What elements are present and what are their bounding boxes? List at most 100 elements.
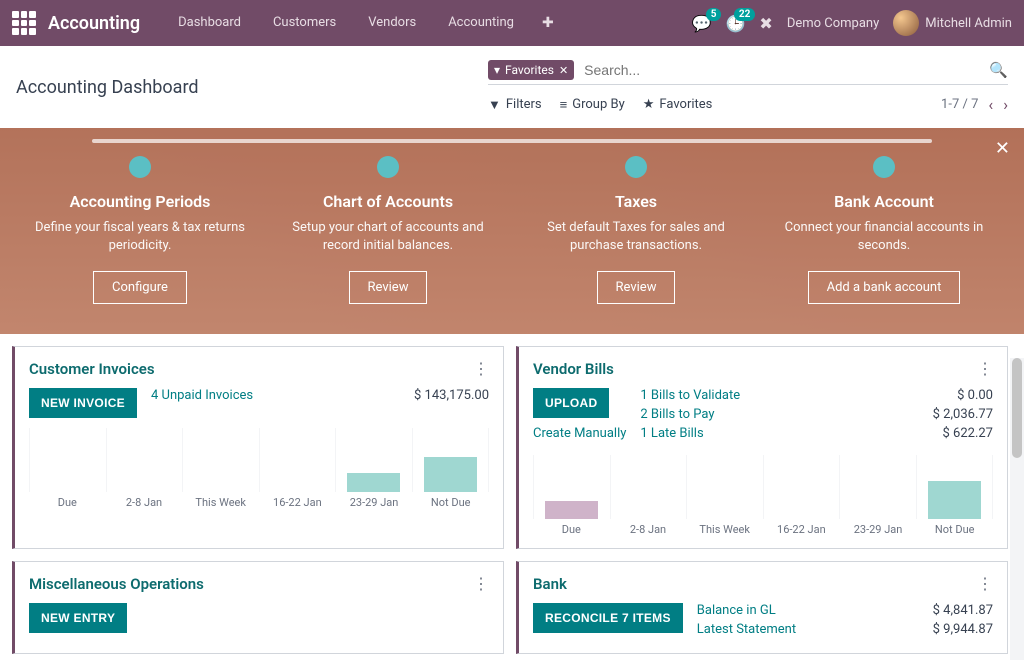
step-button[interactable]: Review — [349, 271, 428, 304]
list-icon: ≡ — [560, 97, 568, 113]
scroll-thumb[interactable] — [1012, 358, 1022, 458]
stat-value: $ 4,841.87 — [933, 603, 993, 618]
step-desc: Connect your financial accounts in secon… — [776, 219, 992, 255]
upload-button[interactable]: UPLOAD — [533, 388, 609, 418]
kebab-icon[interactable]: ⋮ — [473, 359, 489, 378]
bar-slot — [687, 455, 764, 519]
axis-label: 2-8 Jan — [610, 523, 687, 536]
bar-slot — [183, 428, 260, 492]
onboard-step: Taxes Set default Taxes for sales and pu… — [512, 156, 760, 304]
axis-label: 2-8 Jan — [106, 496, 183, 509]
nav-menu: Dashboard Customers Vendors Accounting ✚ — [164, 7, 564, 39]
card-bank: Bank ⋮ RECONCILE 7 ITEMS Balance in GL $ … — [516, 561, 1008, 654]
nav-dashboard[interactable]: Dashboard — [164, 7, 255, 39]
kebab-icon[interactable]: ⋮ — [977, 359, 993, 378]
funnel-icon: ▼ — [488, 97, 501, 113]
stat-label[interactable]: 2 Bills to Pay — [640, 407, 714, 422]
axis-label: 16-22 Jan — [763, 523, 840, 536]
stat-row: Balance in GL $ 4,841.87 — [697, 603, 993, 618]
messages-badge: 5 — [706, 8, 722, 21]
chart-bar — [545, 501, 598, 519]
step-dot — [873, 156, 895, 178]
bar-slot — [30, 428, 107, 492]
filter-chip-icon: ▾ — [494, 63, 500, 77]
bar-slot — [336, 428, 413, 492]
pager-text: 1-7 / 7 — [941, 97, 978, 112]
stat-value: $ 9,944.87 — [933, 622, 993, 637]
card-vendor-bills: Vendor Bills ⋮ UPLOAD Create Manually 1 … — [516, 346, 1008, 549]
nav-accounting[interactable]: Accounting — [434, 7, 528, 39]
stat-label[interactable]: Latest Statement — [697, 622, 796, 637]
new-invoice-button[interactable]: NEW INVOICE — [29, 388, 137, 418]
create-manually-link[interactable]: Create Manually — [533, 426, 626, 441]
nav-add-icon[interactable]: ✚ — [532, 7, 564, 39]
axis-label: Not Due — [916, 523, 993, 536]
card-title[interactable]: Bank — [533, 575, 567, 593]
messages-icon[interactable]: 💬5 — [692, 14, 712, 33]
step-dot — [129, 156, 151, 178]
stat-value: $ 2,036.77 — [933, 407, 993, 422]
filter-chip[interactable]: ▾ Favorites ✕ — [488, 60, 574, 80]
new-entry-button[interactable]: NEW ENTRY — [29, 603, 127, 633]
step-button[interactable]: Review — [597, 271, 676, 304]
stat-row: 2 Bills to Pay $ 2,036.77 — [640, 407, 993, 422]
card-customer-invoices: Customer Invoices ⋮ NEW INVOICE 4 Unpaid… — [12, 346, 504, 549]
activities-badge: 22 — [734, 8, 755, 21]
kebab-icon[interactable]: ⋮ — [473, 574, 489, 593]
company-switcher[interactable]: Demo Company — [787, 16, 879, 31]
card-misc-operations: Miscellaneous Operations ⋮ NEW ENTRY — [12, 561, 504, 654]
nav-vendors[interactable]: Vendors — [354, 7, 430, 39]
favorites-button[interactable]: ★Favorites — [643, 97, 713, 112]
onboarding-banner: ✕ Accounting Periods Define your fiscal … — [0, 128, 1024, 334]
onboard-step: Chart of Accounts Setup your chart of ac… — [264, 156, 512, 304]
stat-row: 4 Unpaid Invoices $ 143,175.00 — [151, 388, 489, 403]
step-title: Accounting Periods — [32, 192, 248, 211]
axis-label: 23-29 Jan — [840, 523, 917, 536]
bar-slot — [534, 455, 611, 519]
stat-label[interactable]: Balance in GL — [697, 603, 776, 618]
bar-slot — [764, 455, 841, 519]
bar-slot — [840, 455, 917, 519]
axis-label: This Week — [686, 523, 763, 536]
pager-prev-icon[interactable]: ‹ — [988, 95, 993, 114]
axis-label: 23-29 Jan — [336, 496, 413, 509]
bar-slot — [611, 455, 688, 519]
onboard-step: Accounting Periods Define your fiscal ye… — [16, 156, 264, 304]
stat-label[interactable]: 4 Unpaid Invoices — [151, 388, 253, 403]
card-title[interactable]: Miscellaneous Operations — [29, 575, 204, 593]
card-title[interactable]: Vendor Bills — [533, 360, 614, 378]
stat-value: $ 143,175.00 — [414, 388, 489, 403]
search-icon[interactable]: 🔍 — [989, 61, 1008, 79]
step-dot — [377, 156, 399, 178]
search-input[interactable] — [580, 60, 989, 80]
activities-icon[interactable]: 🕒22 — [725, 14, 745, 33]
filters-button[interactable]: ▼Filters — [488, 97, 542, 113]
bar-slot — [107, 428, 184, 492]
stat-value: $ 0.00 — [957, 388, 993, 403]
step-dot — [625, 156, 647, 178]
tools-icon[interactable]: ✖ — [759, 14, 772, 33]
pager-next-icon[interactable]: › — [1003, 95, 1008, 114]
axis-label: This Week — [182, 496, 259, 509]
stat-row: Latest Statement $ 9,944.87 — [697, 622, 993, 637]
top-nav: Accounting Dashboard Customers Vendors A… — [0, 0, 1024, 46]
onboard-step: Bank Account Connect your financial acco… — [760, 156, 1008, 304]
user-menu[interactable]: Mitchell Admin — [893, 10, 1012, 36]
kebab-icon[interactable]: ⋮ — [977, 574, 993, 593]
stat-label[interactable]: 1 Bills to Validate — [640, 388, 740, 403]
scrollbar[interactable] — [1010, 358, 1024, 660]
groupby-button[interactable]: ≡Group By — [560, 97, 625, 113]
nav-customers[interactable]: Customers — [259, 7, 350, 39]
step-button[interactable]: Add a bank account — [808, 271, 961, 304]
apps-icon[interactable] — [12, 11, 36, 35]
chart-bar — [347, 473, 400, 492]
bar-slot — [413, 428, 490, 492]
step-button[interactable]: Configure — [93, 271, 187, 304]
stat-label[interactable]: 1 Late Bills — [640, 426, 703, 441]
filter-chip-remove-icon[interactable]: ✕ — [559, 64, 568, 77]
page-title: Accounting Dashboard — [16, 77, 199, 98]
step-desc: Setup your chart of accounts and record … — [280, 219, 496, 255]
stat-row: 1 Bills to Validate $ 0.00 — [640, 388, 993, 403]
reconcile-button[interactable]: RECONCILE 7 ITEMS — [533, 603, 683, 633]
card-title[interactable]: Customer Invoices — [29, 360, 155, 378]
